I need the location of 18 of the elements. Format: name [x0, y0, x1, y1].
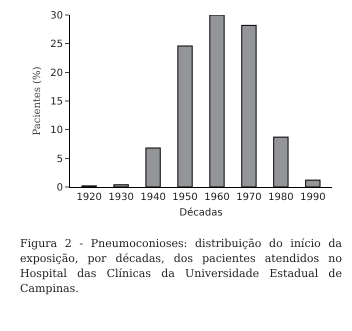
y-tick-label: 15	[50, 96, 63, 108]
y-tick-label: 0	[56, 182, 63, 194]
y-tick-label: 10	[50, 125, 63, 136]
x-tick-label: 1920	[76, 192, 102, 203]
y-tick-label: 20	[50, 68, 63, 79]
y-tick-label: 5	[56, 154, 63, 165]
y-tick-label: 30	[50, 10, 63, 22]
x-tick-label: 1940	[140, 192, 166, 203]
x-tick-label: 1980	[268, 192, 294, 203]
x-tick-label: 1950	[172, 192, 198, 203]
x-tick-label: 1930	[108, 192, 134, 203]
x-axis-title: Décadas	[179, 208, 223, 218]
x-tick-label: 1970	[236, 192, 262, 203]
x-tick-label: 1960	[204, 192, 230, 203]
y-axis-title: Pacientes (%)	[32, 66, 43, 136]
y-tick-label: 25	[50, 39, 63, 50]
text: Figura 2 - Pneumoconioses: distribuição do início da exposição, por décadas, dos pacientes atendidos no Hospital das Clínicas da Universidade Estadual de Campinas.	[20, 236, 342, 296]
x-tick-label: 1990	[300, 192, 326, 203]
